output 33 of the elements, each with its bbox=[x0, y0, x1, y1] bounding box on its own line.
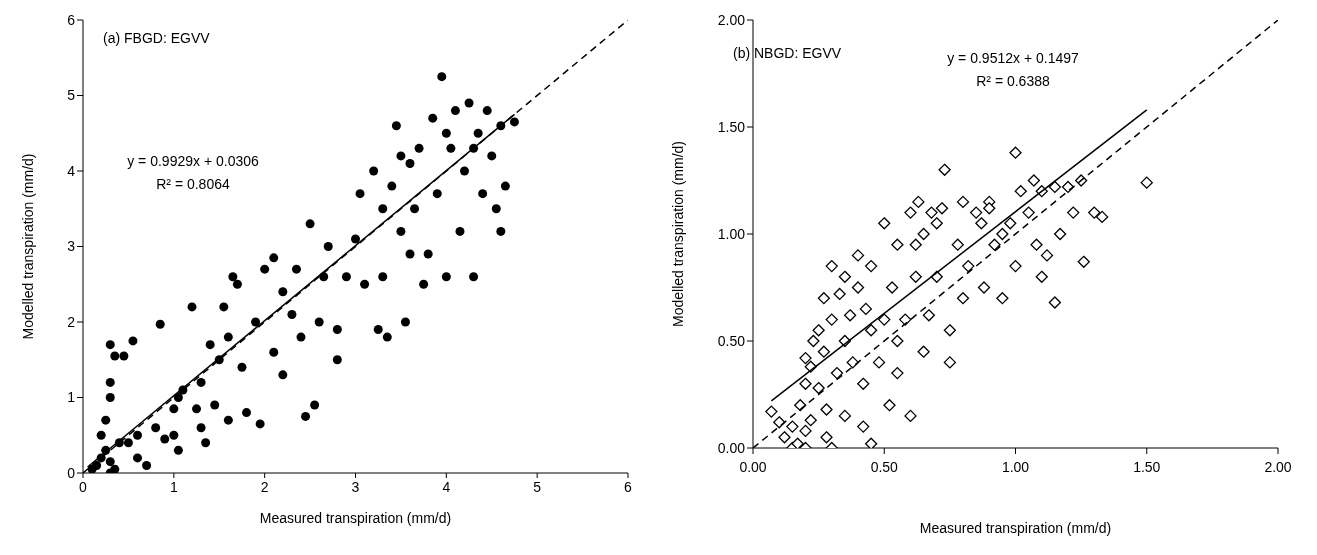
x-tick-label: 1.00 bbox=[1001, 458, 1030, 475]
y-axis-title: Modelled transpiration (mm/d) bbox=[19, 153, 36, 340]
y-tick-label: 5 bbox=[67, 87, 76, 104]
y-tick-label: 3 bbox=[67, 238, 76, 255]
x-tick-label: 1 bbox=[169, 478, 178, 495]
x-axis-title: Measured transpiration (mm/d) bbox=[919, 520, 1112, 536]
x-tick-label: 6 bbox=[624, 478, 633, 495]
x-tick-label: 2 bbox=[260, 478, 269, 495]
annotation: y = 0.9929x + 0.0306 bbox=[126, 153, 260, 169]
y-tick-label: 0.00 bbox=[717, 439, 746, 456]
annotation: y = 0.9512x + 0.1497 bbox=[946, 50, 1080, 66]
y-tick-label: 6 bbox=[67, 11, 76, 28]
y-tick-label: 1.00 bbox=[717, 225, 746, 242]
x-tick-label: 0.50 bbox=[870, 458, 899, 475]
x-tick-label: 0.00 bbox=[739, 458, 767, 475]
x-tick-label: 1.50 bbox=[1133, 458, 1161, 475]
x-tick-label: 4 bbox=[442, 478, 451, 495]
y-axis-title: Modelled transpiration (mm/d) bbox=[669, 141, 686, 327]
y-tick-label: 2.00 bbox=[717, 11, 746, 28]
y-tick-label: 2 bbox=[67, 313, 76, 330]
x-tick-label: 0 bbox=[79, 478, 88, 495]
annotation: R² = 0.8064 bbox=[155, 176, 231, 192]
y-tick-label: 1 bbox=[67, 389, 76, 406]
x-tick-label: 5 bbox=[533, 478, 542, 495]
y-tick-label: 4 bbox=[67, 162, 76, 179]
x-tick-label: 3 bbox=[351, 478, 360, 495]
annotation: R² = 0.6388 bbox=[975, 73, 1051, 89]
annotation: (a) FBGD: EGVV bbox=[103, 30, 210, 46]
x-axis-title: Measured transpiration (mm/d) bbox=[259, 510, 452, 526]
y-tick-label: 1.50 bbox=[717, 118, 746, 135]
y-tick-label: 0.50 bbox=[717, 332, 746, 349]
annotation: (b) NBGD: EGVV bbox=[733, 45, 842, 61]
x-tick-label: 2.00 bbox=[1264, 458, 1292, 475]
